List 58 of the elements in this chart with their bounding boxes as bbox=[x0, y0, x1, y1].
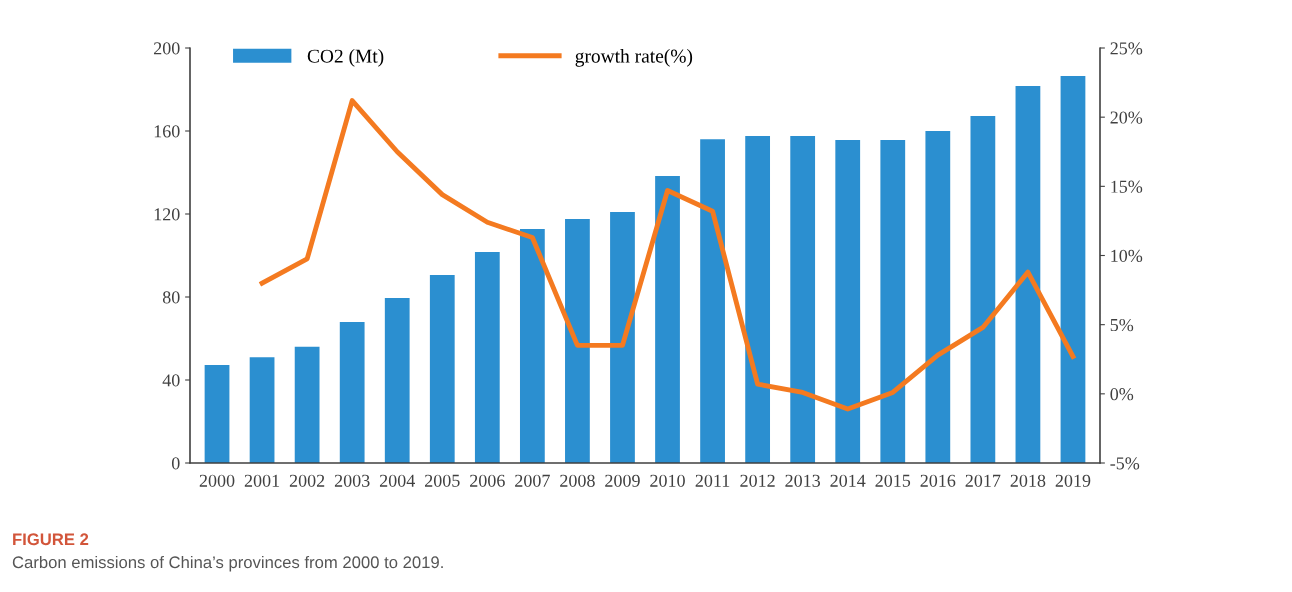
bar bbox=[474, 251, 500, 463]
x-tick-label: 2009 bbox=[605, 474, 640, 487]
bar bbox=[519, 228, 545, 463]
x-tick-label: 2011 bbox=[695, 474, 730, 487]
x-tick-label: 2006 bbox=[470, 474, 505, 487]
line-series bbox=[259, 98, 1076, 412]
bar bbox=[610, 211, 635, 463]
x-tick-label: 2012 bbox=[740, 474, 775, 487]
x-tick-label: 2002 bbox=[289, 474, 325, 487]
y-tick-label: 40 bbox=[162, 374, 180, 387]
legend-label: CO2 (Mt) bbox=[307, 49, 384, 67]
x-tick-label: 2013 bbox=[785, 474, 821, 487]
x-tick-label: 2015 bbox=[875, 474, 911, 487]
x-tick-label: 2014 bbox=[830, 474, 866, 487]
y2-tick-label: 15% bbox=[1111, 180, 1143, 193]
x-tick-label: 2016 bbox=[920, 474, 956, 487]
y-tick-label: 160 bbox=[154, 125, 180, 138]
caption: FIGURE 2 bbox=[13, 533, 89, 546]
bar bbox=[880, 139, 906, 463]
x-tick-label: 2007 bbox=[515, 474, 550, 487]
bar bbox=[1015, 85, 1041, 463]
y-tick-label: 200 bbox=[153, 42, 180, 55]
x-tick-label: 2000 bbox=[199, 474, 235, 487]
bar bbox=[655, 176, 680, 463]
y-tick-label: 0 bbox=[171, 457, 180, 470]
bar bbox=[700, 139, 725, 463]
y2-tick-label: 0% bbox=[1110, 388, 1134, 401]
text: Carbon emissions of China’s provinces from 2000 to 2019. bbox=[12, 555, 443, 572]
y2-tick-label: 10% bbox=[1111, 249, 1143, 262]
bar bbox=[790, 135, 816, 463]
bar bbox=[565, 218, 590, 463]
legend-label: growth rate(%) bbox=[575, 49, 693, 67]
bar bbox=[745, 135, 771, 463]
bar bbox=[1060, 76, 1086, 463]
bar bbox=[339, 321, 365, 463]
x-tick-label: 2019 bbox=[1055, 474, 1091, 487]
y2-tick-label: 20% bbox=[1110, 111, 1143, 124]
y-tick-label: 80 bbox=[162, 291, 180, 304]
y2-tick-label: 5% bbox=[1110, 318, 1134, 332]
y2-tick-label: 25% bbox=[1110, 42, 1143, 55]
bar bbox=[204, 365, 230, 463]
bar bbox=[249, 357, 275, 463]
bar bbox=[294, 346, 320, 463]
x-tick-label: 2003 bbox=[334, 474, 370, 487]
y-tick-label: 120 bbox=[154, 208, 180, 221]
bar bbox=[970, 116, 996, 463]
x-tick-label: 2001 bbox=[244, 474, 280, 487]
bar bbox=[925, 131, 951, 463]
bar bbox=[835, 139, 861, 463]
x-tick-label: 2018 bbox=[1010, 474, 1046, 487]
bar bbox=[429, 275, 455, 463]
y2-tick-label: -5% bbox=[1110, 457, 1140, 470]
x-tick-label: 2004 bbox=[379, 474, 415, 487]
x-tick-label: 2005 bbox=[425, 474, 460, 487]
x-tick-label: 2010 bbox=[650, 474, 685, 487]
bar bbox=[384, 298, 410, 463]
x-tick-label: 2017 bbox=[965, 474, 1001, 487]
x-tick-label: 2008 bbox=[560, 474, 595, 487]
